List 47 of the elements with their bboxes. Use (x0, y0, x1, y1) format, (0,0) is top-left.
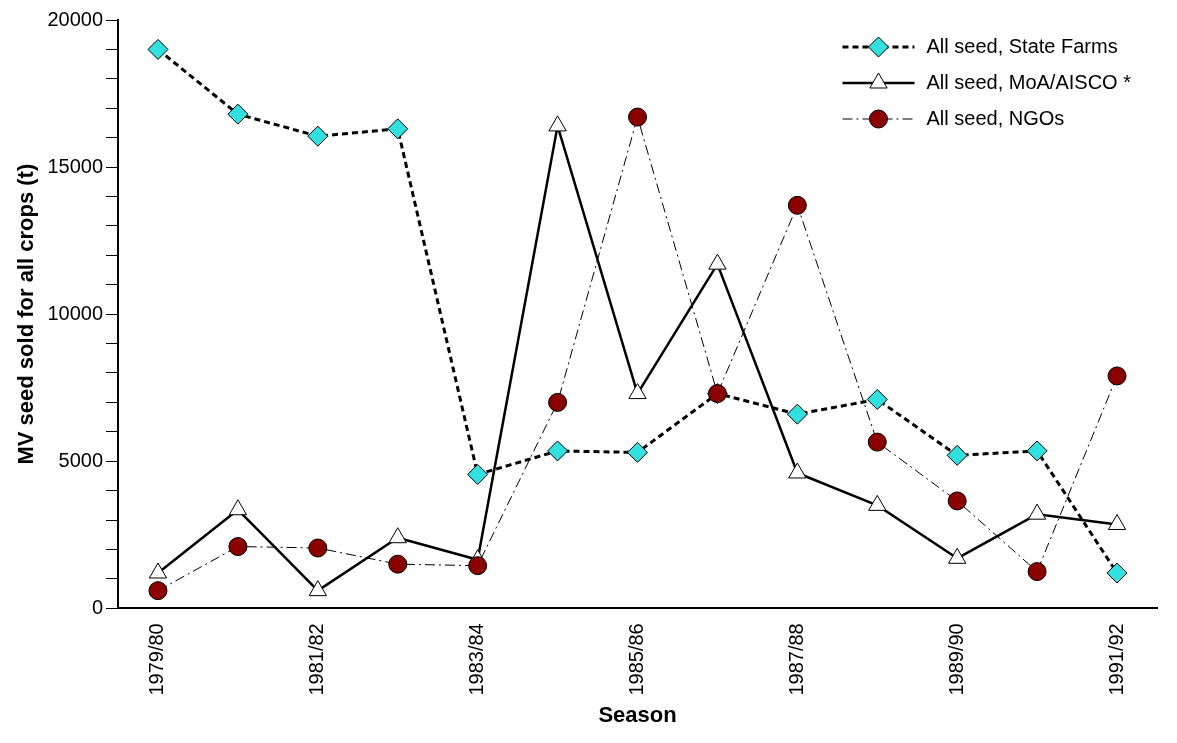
x-tick-label: 1987/88 (784, 623, 807, 696)
point (1026, 440, 1048, 462)
point (468, 556, 488, 576)
point (308, 580, 327, 597)
legend-label: All seed, State Farms (926, 34, 1118, 57)
x-tick-label: 1979/80 (145, 623, 168, 696)
y-axis-title: MV seed sold for all crops (t) (13, 163, 39, 465)
point (548, 392, 568, 412)
point (388, 527, 407, 544)
x-tick-label: 1985/86 (625, 623, 648, 696)
point (947, 491, 967, 511)
point (228, 499, 248, 516)
x-tick-label: 1991/92 (1104, 623, 1127, 696)
legend-label: All seed, NGOs (926, 106, 1065, 129)
point (946, 444, 968, 466)
y-tick-label: 15000 (47, 154, 104, 177)
x-tick-label: 1981/82 (305, 623, 328, 696)
x-tick-label: 1983/84 (465, 623, 488, 696)
point (227, 103, 249, 125)
point (788, 462, 807, 479)
point (1106, 562, 1128, 584)
point (148, 562, 168, 579)
y-tick-label: 10000 (47, 301, 104, 324)
point (1107, 366, 1127, 386)
x-tick-label: 1989/90 (944, 623, 967, 696)
point (866, 388, 888, 410)
point (787, 195, 807, 215)
point (308, 538, 328, 558)
point (147, 38, 169, 60)
point (467, 463, 489, 485)
legend-label: All seed, MoA/AISCO * (926, 70, 1132, 93)
point (628, 383, 647, 400)
point (307, 125, 329, 147)
x-axis-title: Season (598, 701, 677, 727)
point (388, 554, 408, 574)
point (228, 537, 248, 557)
point (547, 440, 569, 462)
point (628, 107, 648, 127)
point (627, 441, 649, 463)
point (867, 432, 887, 452)
y-tick-label: 20000 (47, 7, 104, 30)
y-tick-label: 0 (91, 595, 104, 618)
point (148, 581, 168, 601)
point (786, 403, 808, 425)
point (387, 118, 409, 140)
y-tick-label: 5000 (58, 448, 104, 471)
point (1027, 562, 1047, 582)
